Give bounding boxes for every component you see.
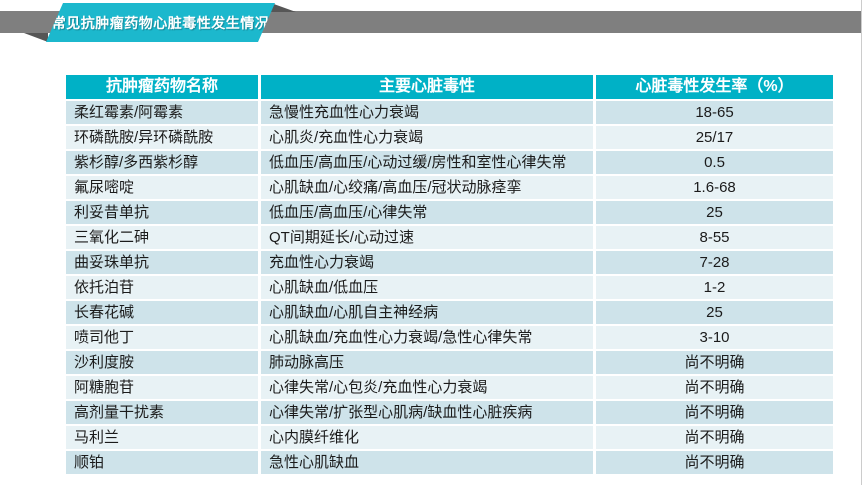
incidence-rate-cell: 25 xyxy=(596,301,833,324)
column-header-drug-name: 抗肿瘤药物名称 xyxy=(66,75,258,99)
main-toxicity-cell: 急慢性充血性心力衰竭 xyxy=(261,101,593,124)
drug-name-cell: 紫杉醇/多西紫杉醇 xyxy=(66,151,258,174)
column-header-incidence-rate: 心脏毒性发生率（%） xyxy=(596,75,833,99)
drug-name-cell: 依托泊苷 xyxy=(66,276,258,299)
drug-name-cell: 长春花碱 xyxy=(66,301,258,324)
main-toxicity-cell: 心肌缺血/充血性心力衰竭/急性心律失常 xyxy=(261,326,593,349)
title-ribbon: 常见抗肿瘤药物心脏毒性发生情况 xyxy=(46,3,275,42)
main-toxicity-cell: QT间期延长/心动过速 xyxy=(261,226,593,249)
main-toxicity-cell: 低血压/高血压/心动过缓/房性和室性心律失常 xyxy=(261,151,593,174)
ribbon-fold-top-right xyxy=(271,3,296,12)
drug-name-cell: 曲妥珠单抗 xyxy=(66,251,258,274)
column-header-main-toxicity: 主要心脏毒性 xyxy=(261,75,593,99)
main-toxicity-cell: 急性心肌缺血 xyxy=(261,451,593,474)
table-row: 马利兰 心内膜纤维化 尚不明确 xyxy=(66,426,833,449)
table-row: 长春花碱 心肌缺血/心肌自主神经病 25 xyxy=(66,301,833,324)
drug-name-cell: 喷司他丁 xyxy=(66,326,258,349)
table-row: 曲妥珠单抗 充血性心力衰竭 7-28 xyxy=(66,251,833,274)
ribbon-fold-bottom-left xyxy=(24,33,48,42)
table-row: 沙利度胺 肺动脉高压 尚不明确 xyxy=(66,351,833,374)
drug-name-cell: 环磷酰胺/异环磷酰胺 xyxy=(66,126,258,149)
incidence-rate-cell: 8-55 xyxy=(596,226,833,249)
drug-name-cell: 阿糖胞苷 xyxy=(66,376,258,399)
table-row: 环磷酰胺/异环磷酰胺 心肌炎/充血性心力衰竭 25/17 xyxy=(66,126,833,149)
main-toxicity-cell: 心肌炎/充血性心力衰竭 xyxy=(261,126,593,149)
table-row: 喷司他丁 心肌缺血/充血性心力衰竭/急性心律失常 3-10 xyxy=(66,326,833,349)
drug-name-cell: 利妥昔单抗 xyxy=(66,201,258,224)
main-toxicity-cell: 肺动脉高压 xyxy=(261,351,593,374)
main-toxicity-cell: 心肌缺血/低血压 xyxy=(261,276,593,299)
table-row: 依托泊苷 心肌缺血/低血压 1-2 xyxy=(66,276,833,299)
table-row: 高剂量干扰素 心律失常/扩张型心肌病/缺血性心脏疾病 尚不明确 xyxy=(66,401,833,424)
main-toxicity-cell: 充血性心力衰竭 xyxy=(261,251,593,274)
drug-name-cell: 三氧化二砷 xyxy=(66,226,258,249)
table-row: 利妥昔单抗 低血压/高血压/心律失常 25 xyxy=(66,201,833,224)
table-body: 柔红霉素/阿霉素 急慢性充血性心力衰竭 18-65 环磷酰胺/异环磷酰胺 心肌炎… xyxy=(66,101,833,474)
main-toxicity-cell: 心肌缺血/心肌自主神经病 xyxy=(261,301,593,324)
incidence-rate-cell: 尚不明确 xyxy=(596,451,833,474)
table-row: 阿糖胞苷 心律失常/心包炎/充血性心力衰竭 尚不明确 xyxy=(66,376,833,399)
toxicity-table: 抗肿瘤药物名称 主要心脏毒性 心脏毒性发生率（%） 柔红霉素/阿霉素 急慢性充血… xyxy=(66,75,833,476)
incidence-rate-cell: 1-2 xyxy=(596,276,833,299)
incidence-rate-cell: 25 xyxy=(596,201,833,224)
table-row: 柔红霉素/阿霉素 急慢性充血性心力衰竭 18-65 xyxy=(66,101,833,124)
incidence-rate-cell: 0.5 xyxy=(596,151,833,174)
incidence-rate-cell: 1.6-68 xyxy=(596,176,833,199)
incidence-rate-cell: 3-10 xyxy=(596,326,833,349)
main-toxicity-cell: 心律失常/扩张型心肌病/缺血性心脏疾病 xyxy=(261,401,593,424)
table-header-row: 抗肿瘤药物名称 主要心脏毒性 心脏毒性发生率（%） xyxy=(66,75,833,99)
drug-name-cell: 沙利度胺 xyxy=(66,351,258,374)
drug-name-cell: 顺铂 xyxy=(66,451,258,474)
incidence-rate-cell: 25/17 xyxy=(596,126,833,149)
drug-name-cell: 柔红霉素/阿霉素 xyxy=(66,101,258,124)
main-toxicity-cell: 心律失常/心包炎/充血性心力衰竭 xyxy=(261,376,593,399)
incidence-rate-cell: 尚不明确 xyxy=(596,376,833,399)
table-row: 氟尿嘧啶 心肌缺血/心绞痛/高血压/冠状动脉痉挛 1.6-68 xyxy=(66,176,833,199)
main-toxicity-cell: 低血压/高血压/心律失常 xyxy=(261,201,593,224)
page-title: 常见抗肿瘤药物心脏毒性发生情况 xyxy=(51,14,270,31)
table-row: 紫杉醇/多西紫杉醇 低血压/高血压/心动过缓/房性和室性心律失常 0.5 xyxy=(66,151,833,174)
incidence-rate-cell: 尚不明确 xyxy=(596,426,833,449)
incidence-rate-cell: 尚不明确 xyxy=(596,401,833,424)
slide-edge-divider xyxy=(861,0,862,485)
table-row: 三氧化二砷 QT间期延长/心动过速 8-55 xyxy=(66,226,833,249)
drug-name-cell: 马利兰 xyxy=(66,426,258,449)
incidence-rate-cell: 7-28 xyxy=(596,251,833,274)
main-toxicity-cell: 心内膜纤维化 xyxy=(261,426,593,449)
drug-name-cell: 高剂量干扰素 xyxy=(66,401,258,424)
incidence-rate-cell: 尚不明确 xyxy=(596,351,833,374)
incidence-rate-cell: 18-65 xyxy=(596,101,833,124)
table-row: 顺铂 急性心肌缺血 尚不明确 xyxy=(66,451,833,474)
drug-name-cell: 氟尿嘧啶 xyxy=(66,176,258,199)
main-toxicity-cell: 心肌缺血/心绞痛/高血压/冠状动脉痉挛 xyxy=(261,176,593,199)
